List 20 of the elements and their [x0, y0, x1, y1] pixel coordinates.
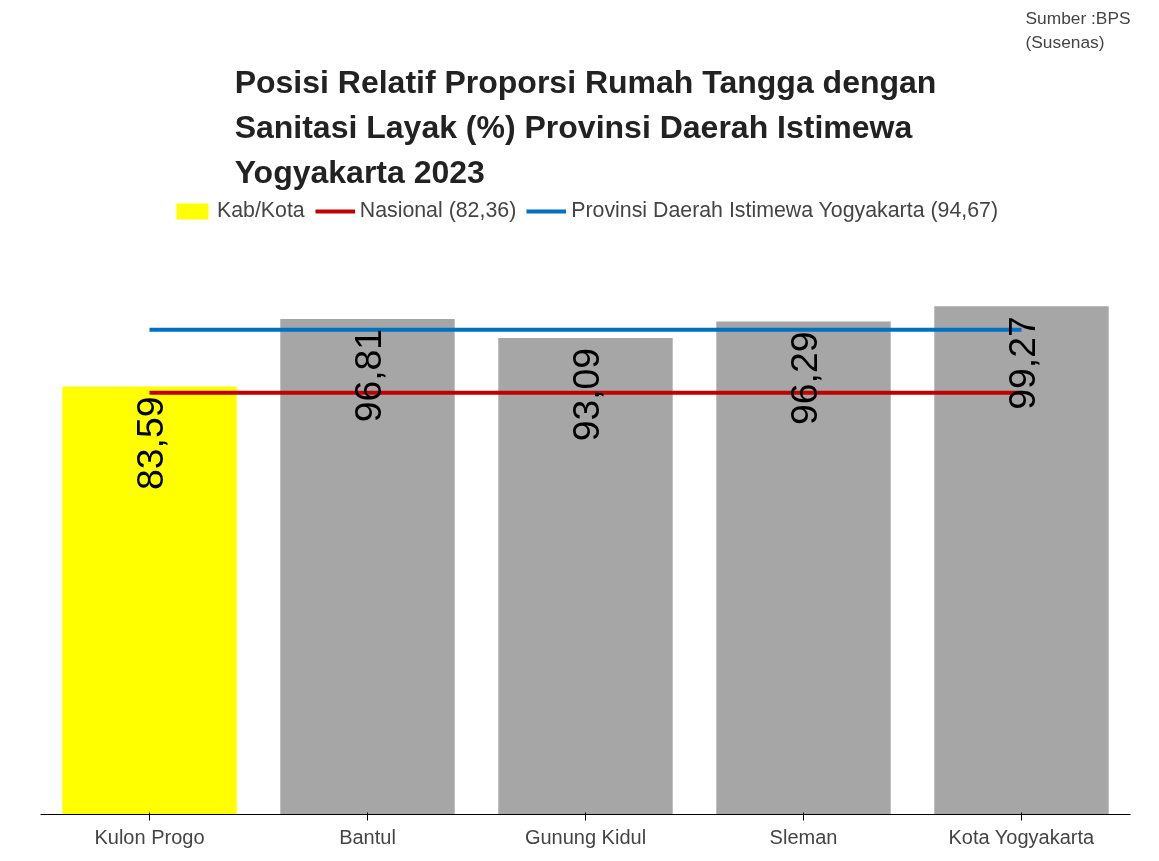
x-tick-label: Kota Yogyakarta [948, 825, 1096, 848]
data-label: 96,81 [346, 328, 389, 423]
data-label: 99,27 [1000, 316, 1043, 410]
x-tick-label: Kulon Progo [94, 825, 205, 848]
legend-label: Nasional (82,36) [359, 198, 517, 223]
bar [62, 386, 237, 815]
bar [498, 337, 673, 815]
data-label: 83,59 [128, 396, 171, 490]
x-tick-label: Bantul [339, 825, 396, 848]
data-label: 93,09 [564, 347, 607, 442]
data-label: 96,29 [782, 331, 825, 425]
bar [934, 306, 1109, 815]
x-tick-label: Sleman [769, 825, 838, 848]
x-tick-label: Gunung Kidul [524, 825, 647, 848]
bar [280, 318, 455, 815]
text: Sumber :BPS (Susenas) [1025, 7, 1131, 52]
legend-label: Kab/Kota [216, 198, 305, 223]
legend-label: Provinsi Daerah Istimewa Yogyakarta (94,67) [571, 198, 999, 223]
chart-title: Posisi Relatif Proporsi Rumah Tangga dengan Sanitasi Layak (%) Provinsi Daerah Istimewa Yogyakarta 2023 [234, 63, 937, 190]
bar [716, 321, 891, 815]
